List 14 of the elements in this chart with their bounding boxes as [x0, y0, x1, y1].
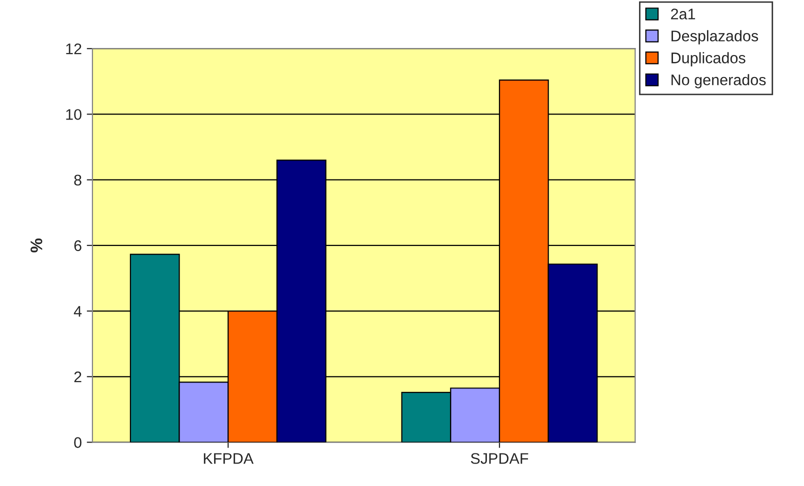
y-tick-label: 0 — [74, 437, 82, 448]
legend-label: Duplicados — [672, 52, 746, 66]
y-tick-label: 12 — [66, 43, 82, 54]
y-tick-label: 4 — [74, 306, 82, 317]
legend-label: 2a1 — [671, 8, 696, 20]
y-tick-label: 2 — [74, 372, 82, 382]
y-tick-label: 6 — [74, 240, 82, 252]
x-tick-label: KFPDA — [204, 453, 254, 464]
y-axis-title: % — [30, 238, 42, 252]
legend-label: No generados — [672, 74, 766, 88]
y-tick-label: 8 — [74, 174, 82, 186]
legend-label: Desplazados — [672, 30, 758, 44]
x-tick-label: SJPDAF — [470, 453, 528, 464]
y-tick-label: 10 — [66, 109, 82, 120]
